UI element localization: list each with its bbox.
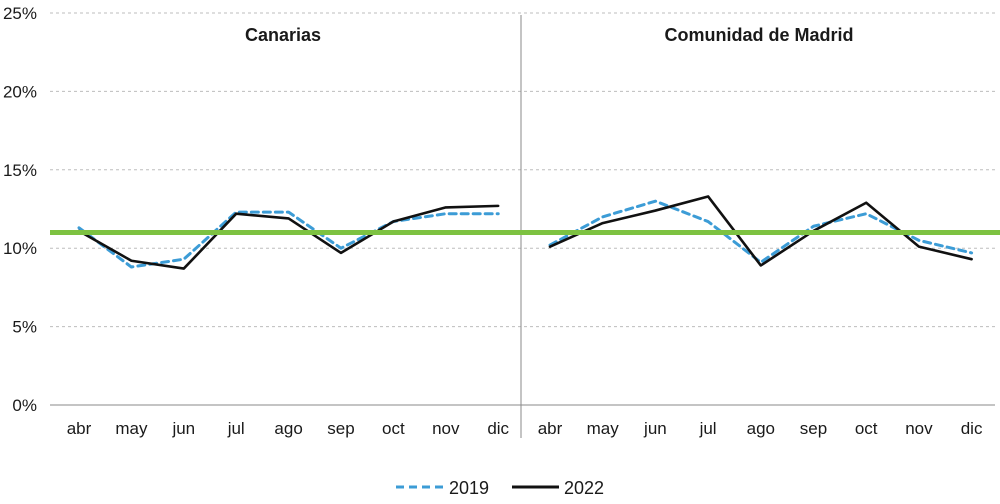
y-tick-label: 0% — [12, 396, 37, 415]
x-tick-label: may — [115, 419, 148, 438]
y-tick-label: 15% — [3, 161, 37, 180]
x-tick-label: abr — [67, 419, 92, 438]
y-tick-label: 25% — [3, 4, 37, 23]
series-line-2022-canarias — [77, 204, 500, 270]
x-tick-label: jun — [171, 419, 195, 438]
panel-title: Canarias — [245, 25, 321, 45]
legend-label-2022: 2022 — [564, 478, 604, 498]
x-tick-label: jul — [699, 419, 717, 438]
y-tick-label: 20% — [3, 82, 37, 101]
x-tick-label: jul — [227, 419, 245, 438]
y-tick-label: 5% — [12, 318, 37, 337]
x-tick-label: abr — [538, 419, 563, 438]
x-tick-label: jun — [643, 419, 667, 438]
x-tick-label: ago — [747, 419, 775, 438]
x-tick-label: oct — [382, 419, 405, 438]
x-tick-label: may — [587, 419, 620, 438]
y-tick-label: 10% — [3, 239, 37, 258]
x-tick-label: ago — [274, 419, 302, 438]
x-tick-label: dic — [961, 419, 983, 438]
x-tick-label: nov — [905, 419, 933, 438]
series-line-2019-canarias — [77, 210, 500, 269]
panel-title: Comunidad de Madrid — [665, 25, 854, 45]
x-tick-label: nov — [432, 419, 460, 438]
x-tick-label: sep — [800, 419, 827, 438]
x-tick-label: sep — [327, 419, 354, 438]
x-tick-label: dic — [487, 419, 509, 438]
x-tick-label: oct — [855, 419, 878, 438]
legend-label-2019: 2019 — [449, 478, 489, 498]
